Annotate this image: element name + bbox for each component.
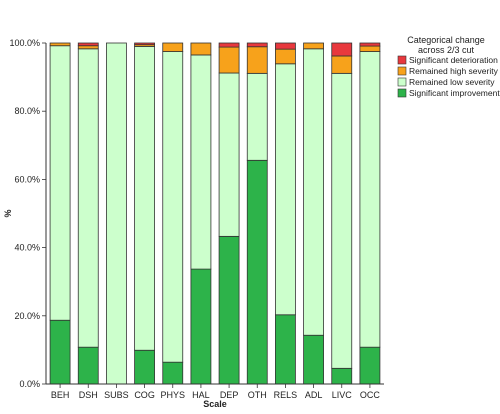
y-tick-label: 100.0% (9, 38, 40, 48)
bar-beh-remained-low-severity (49, 45, 71, 321)
bar-dsh-remained-high-severity (77, 45, 99, 50)
y-tick-label: 80.0% (14, 106, 40, 116)
x-tick-label-phys: PHYS (160, 390, 185, 400)
bar-phys-significant-improvement (162, 361, 184, 385)
bar-livc-remained-low-severity (331, 72, 353, 369)
bar-rels-remained-low-severity (275, 63, 296, 316)
bar-oth-remained-low-severity (246, 72, 268, 161)
bar-livc-remained-high-severity (331, 55, 353, 74)
legend-swatch-significant-improvement (397, 88, 407, 98)
bar-dep-significant-deterioration (218, 42, 240, 48)
bar-oth-remained-high-severity (246, 46, 268, 74)
x-tick-label-cog: COG (134, 390, 155, 400)
x-tick-label-oth: OTH (248, 390, 267, 400)
bar-cog-remained-low-severity (134, 46, 155, 351)
bar-occ-significant-improvement (359, 346, 381, 385)
bar-occ-remained-high-severity (359, 45, 381, 52)
bar-hal-significant-improvement (190, 268, 212, 385)
bar-occ-remained-low-severity (359, 51, 381, 348)
x-tick-label-hal: HAL (192, 390, 210, 400)
legend-label-significant-deterioration: Significant deterioration (409, 55, 498, 65)
bar-oth-significant-deterioration (246, 42, 268, 48)
x-tick-label-subs: SUBS (104, 390, 129, 400)
bar-rels-significant-deterioration (275, 42, 296, 50)
x-tick-label-dsh: DSH (79, 390, 98, 400)
axes: BEH DSH SUBS COG PHYS HAL DEP OTH RELS ADL LIVC OCC… (9, 38, 384, 400)
bar-cog-significant-improvement (134, 349, 155, 385)
legend-label-remained-low-severity: Remained low severity (409, 77, 495, 87)
bar-occ-significant-deterioration (359, 42, 381, 47)
legend-label-remained-high-severity: Remained high severity (409, 66, 499, 76)
bar-hal-remained-low-severity (190, 54, 212, 270)
bar-livc-significant-deterioration (331, 42, 353, 57)
legend-swatch-remained-low-severity (397, 77, 407, 87)
bar-phys-remained-high-severity (162, 42, 184, 52)
bar-cog-significant-deterioration (134, 42, 155, 46)
legend-swatch-significant-deterioration (397, 55, 407, 65)
bar-livc-significant-improvement (331, 367, 353, 385)
bar-subs-remained-low-severity (106, 42, 127, 385)
bar-dep-remained-low-severity (218, 72, 240, 237)
x-tick-label-rels: RELS (274, 390, 298, 400)
x-axis-title: Scale (203, 399, 227, 409)
plot-area (49, 42, 381, 385)
bar-dsh-remained-low-severity (77, 48, 99, 348)
bar-beh-significant-improvement (49, 319, 71, 385)
y-axis-title: % (3, 209, 13, 217)
y-tick-label: 60.0% (14, 174, 40, 184)
y-tick-label: 0.0% (19, 379, 40, 389)
legend-label-significant-improvement: Significant improvement (409, 88, 500, 98)
x-tick-label-dep: DEP (220, 390, 239, 400)
bar-dep-remained-high-severity (218, 46, 240, 74)
x-tick-label-livc: LIVC (332, 390, 353, 400)
x-tick-label-adl: ADL (305, 390, 323, 400)
bar-adl-remained-low-severity (303, 48, 324, 336)
bar-adl-remained-high-severity (303, 42, 324, 50)
x-tick-label-occ: OCC (360, 390, 381, 400)
bar-oth-significant-improvement (246, 159, 268, 385)
bar-dep-significant-improvement (218, 235, 240, 385)
bar-rels-significant-improvement (275, 314, 296, 385)
bar-adl-significant-improvement (303, 334, 324, 385)
bar-hal-remained-high-severity (190, 42, 212, 56)
bar-beh-remained-high-severity (49, 42, 71, 47)
bar-phys-remained-low-severity (162, 51, 184, 363)
x-tick-label-beh: BEH (51, 390, 70, 400)
y-tick-label: 40.0% (14, 243, 40, 253)
bar-rels-remained-high-severity (275, 48, 296, 65)
y-tick-label: 20.0% (14, 311, 40, 321)
bar-dsh-significant-improvement (77, 346, 99, 385)
legend-title-line: across 2/3 cut (418, 45, 475, 55)
bar-dsh-significant-deterioration (77, 42, 99, 47)
legend-title-line: Categorical change (407, 35, 485, 45)
legend-swatch-remained-high-severity (397, 66, 407, 76)
